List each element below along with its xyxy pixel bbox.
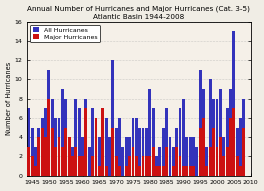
Bar [155, 156, 158, 176]
Bar [115, 128, 117, 176]
Bar [54, 118, 57, 176]
Bar [189, 137, 192, 176]
Bar [205, 147, 208, 176]
Bar [91, 108, 94, 176]
Bar [199, 70, 202, 176]
Bar [31, 156, 34, 176]
Bar [202, 89, 205, 176]
Bar [37, 128, 40, 176]
Bar [226, 147, 229, 176]
Bar [98, 137, 101, 176]
Bar [98, 166, 101, 176]
Bar [88, 147, 91, 176]
Bar [61, 147, 64, 176]
Bar [162, 166, 165, 176]
Bar [236, 128, 239, 176]
Bar [125, 137, 128, 176]
Bar [182, 166, 185, 176]
Bar [51, 128, 54, 176]
Bar [34, 166, 37, 176]
Bar [222, 137, 225, 176]
Bar [229, 89, 232, 176]
Bar [95, 118, 97, 176]
Bar [239, 166, 242, 176]
Bar [41, 128, 44, 176]
Bar [54, 147, 57, 176]
Bar [226, 108, 229, 176]
Bar [51, 99, 54, 176]
Bar [232, 108, 235, 176]
Bar [175, 147, 178, 176]
Bar [135, 118, 138, 176]
Bar [118, 166, 121, 176]
Bar [155, 166, 158, 176]
Bar [212, 128, 215, 176]
Bar [44, 108, 47, 176]
Bar [95, 118, 97, 176]
Bar [37, 137, 40, 176]
Bar [236, 156, 239, 176]
Bar [128, 137, 131, 176]
Bar [101, 108, 104, 176]
Bar [142, 156, 144, 176]
Bar [242, 99, 245, 176]
Bar [78, 108, 81, 176]
Bar [48, 70, 50, 176]
Bar [31, 128, 34, 176]
Bar [209, 79, 212, 176]
Bar [175, 128, 178, 176]
Bar [219, 89, 222, 176]
Bar [121, 147, 124, 176]
Bar [108, 137, 111, 176]
Bar [192, 166, 195, 176]
Bar [205, 166, 208, 176]
Bar [192, 137, 195, 176]
Bar [148, 156, 151, 176]
Bar [44, 137, 47, 176]
Bar [61, 89, 64, 176]
Bar [131, 118, 134, 176]
Bar [219, 137, 222, 176]
Bar [101, 108, 104, 176]
Bar [81, 137, 84, 176]
Bar [125, 166, 128, 176]
Bar [111, 60, 114, 176]
Bar [195, 147, 198, 176]
Bar [182, 99, 185, 176]
Bar [91, 156, 94, 176]
Bar [84, 108, 87, 176]
Bar [145, 156, 148, 176]
Bar [239, 118, 242, 176]
Bar [111, 128, 114, 176]
Bar [71, 147, 74, 176]
Bar [64, 99, 67, 176]
Bar [74, 147, 77, 176]
Bar [48, 99, 50, 176]
Bar [135, 156, 138, 176]
Bar [172, 147, 175, 176]
Bar [41, 118, 44, 176]
Y-axis label: Number of Hurricanes: Number of Hurricanes [6, 62, 12, 135]
Bar [58, 118, 60, 176]
Bar [212, 99, 215, 176]
Bar [222, 156, 225, 176]
Bar [242, 128, 245, 176]
Bar [165, 147, 168, 176]
Bar [152, 108, 154, 176]
Bar [185, 166, 188, 176]
Bar [142, 128, 144, 176]
Title: Annual Number of Hurricanes and Major Hurricanes (Cat. 3-5)
Atlantic Basin 1944-: Annual Number of Hurricanes and Major Hu… [27, 6, 250, 20]
Bar [81, 156, 84, 176]
Bar [229, 118, 232, 176]
Bar [68, 137, 70, 176]
Bar [152, 147, 154, 176]
Bar [172, 166, 175, 176]
Bar [185, 137, 188, 176]
Bar [131, 147, 134, 176]
Bar [179, 156, 181, 176]
Bar [138, 166, 141, 176]
Bar [105, 118, 107, 176]
Bar [216, 99, 218, 176]
Bar [118, 118, 121, 176]
Bar [64, 128, 67, 176]
